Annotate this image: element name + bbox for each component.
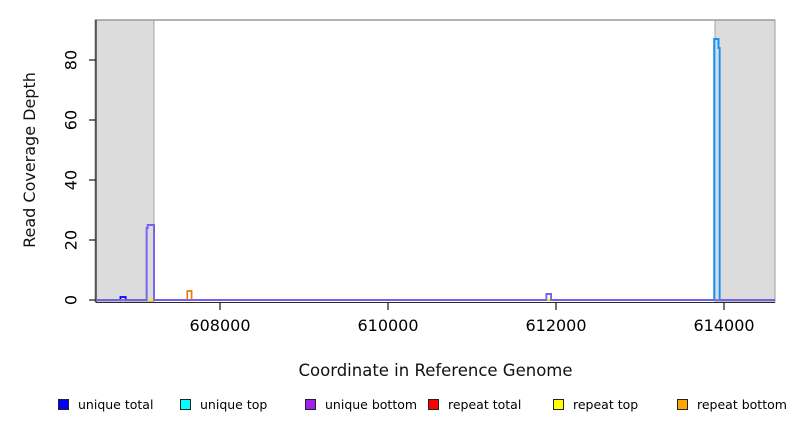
y-axis-label: Read Coverage Depth xyxy=(20,72,39,248)
legend-item-unique-bottom: unique bottom xyxy=(305,396,417,412)
series-line-unique-top xyxy=(713,38,721,300)
unique-bottom-swatch-icon xyxy=(305,398,316,410)
legend-label: unique bottom xyxy=(325,396,418,412)
y-tick-label-80: 80 xyxy=(62,50,81,70)
repeat-total-swatch-icon xyxy=(428,398,439,410)
series-line-unique-bottom xyxy=(96,224,775,301)
x-axis-label: Coordinate in Reference Genome xyxy=(298,361,573,380)
unique-top-swatch-icon xyxy=(180,398,191,410)
chart-legend: unique total unique top unique bottom re… xyxy=(0,396,792,414)
masked-region-1 xyxy=(714,19,776,303)
legend-item-unique-total: unique total xyxy=(58,396,153,412)
legend-item-repeat-total: repeat total xyxy=(428,396,521,412)
legend-label: unique top xyxy=(200,396,268,412)
y-tick-label-20: 20 xyxy=(62,230,81,250)
legend-item-repeat-top: repeat top xyxy=(553,396,638,412)
legend-item-unique-top: unique top xyxy=(180,396,267,412)
unique-total-swatch-icon xyxy=(58,398,69,410)
legend-label: repeat bottom xyxy=(697,396,787,412)
x-tick-label-614000: 614000 xyxy=(693,316,754,335)
y-tick-label-40: 40 xyxy=(62,170,81,190)
legend-label: repeat total xyxy=(448,396,522,412)
legend-item-repeat-bottom: repeat bottom xyxy=(677,396,787,412)
x-tick-label-610000: 610000 xyxy=(357,316,418,335)
repeat-bottom-swatch-icon xyxy=(677,398,688,410)
x-tick-label-612000: 612000 xyxy=(525,316,586,335)
y-tick-label-0: 0 xyxy=(62,295,81,305)
legend-label: repeat top xyxy=(573,396,639,412)
x-tick-label-608000: 608000 xyxy=(189,316,250,335)
legend-label: unique total xyxy=(78,396,154,412)
repeat-top-swatch-icon xyxy=(553,398,564,410)
series-line-unique-total xyxy=(96,38,775,301)
series-line-repeat-bottom xyxy=(186,290,193,300)
y-tick-label-60: 60 xyxy=(62,110,81,130)
masked-region-0 xyxy=(94,19,155,303)
